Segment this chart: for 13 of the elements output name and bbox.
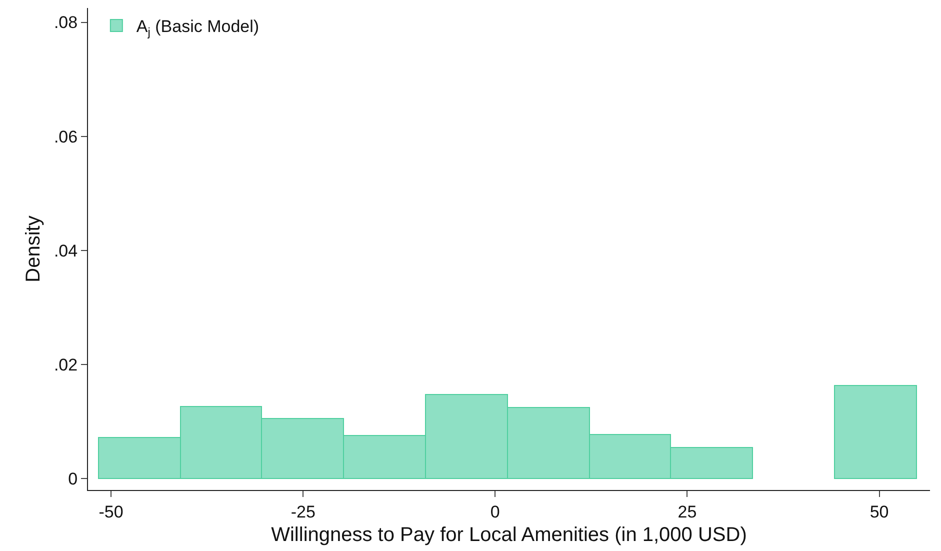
x-tick-label: -50 [98, 502, 124, 522]
x-tick-label: 50 [870, 502, 889, 522]
x-axis-title: Willingness to Pay for Local Amenities (in 1,000 USD) [271, 524, 747, 546]
y-axis-title: Density [22, 216, 44, 282]
y-tick-label: .02 [54, 355, 78, 374]
y-tick-label: .08 [54, 13, 78, 32]
x-tick-label: -25 [290, 502, 316, 522]
y-tick-label: 0 [68, 470, 78, 489]
legend-label: A$_{j}$ (Basic Model) [136, 17, 260, 39]
x-tick-label: 25 [678, 502, 697, 522]
x-tick-label: 0 [490, 502, 500, 522]
y-tick-label: .06 [54, 127, 78, 146]
y-tick-label: .04 [54, 241, 78, 260]
